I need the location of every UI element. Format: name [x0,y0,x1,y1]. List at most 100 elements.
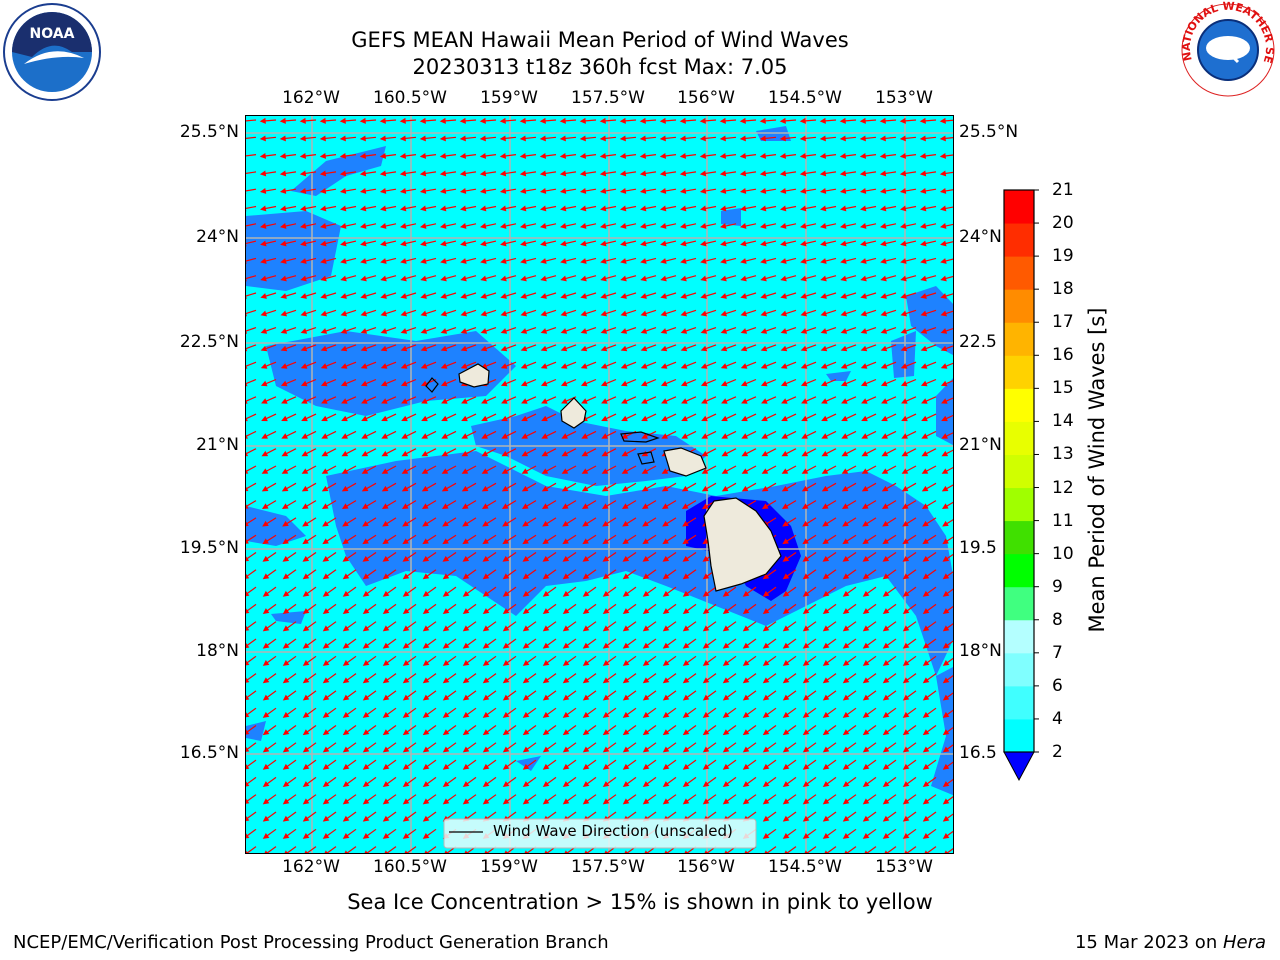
wave-direction-arrowhead [841,433,848,439]
wave-direction-arrowhead [882,798,890,805]
wave-direction-arrowhead [302,763,310,770]
wave-direction-arrowhead [860,310,868,317]
wave-direction-arrowhead [500,310,508,317]
wave-direction-arrowhead [762,729,770,736]
wave-direction-arrowhead [899,205,907,212]
wave-direction-arrowhead [542,642,550,649]
wave-direction-arrowhead [622,625,630,632]
wave-direction-arrowhead [246,451,249,457]
wave-direction-arrowhead [482,608,490,615]
wave-direction-arrowhead [260,258,267,264]
wave-direction-arrowhead [802,763,810,770]
map-panel[interactable]: Wind Wave Direction (unscaled) [245,115,954,854]
wave-direction-arrowhead [759,135,766,142]
wave-direction-arrowhead [321,415,328,422]
wave-direction-arrowhead [641,485,649,492]
wave-direction-arrowhead [262,833,270,839]
wave-direction-arrowhead [302,642,310,649]
wave-direction-arrowhead [720,293,727,299]
wave-direction-arrowhead [679,117,686,124]
wave-direction-arrowhead [501,398,508,404]
wave-direction-arrowhead [660,293,667,299]
wave-direction-arrowhead [601,485,609,492]
wave-direction-arrowhead [419,205,427,212]
wave-direction-arrowhead [459,188,467,194]
wave-direction-arrowhead [782,538,789,545]
wave-direction-arrowhead [802,555,810,562]
wave-direction-arrowhead [760,363,768,369]
wave-direction-arrowhead [722,625,730,632]
wave-direction-arrowhead [301,415,308,422]
wave-direction-arrowhead [899,170,907,177]
wave-direction-arrowhead [361,398,368,404]
wave-direction-arrowhead [520,310,528,317]
wave-direction-arrowhead [701,433,708,439]
wave-direction-arrowhead [541,450,549,457]
colorbar-segment [1004,487,1034,522]
wave-direction-arrowhead [480,345,488,352]
colorbar-tick-label: 6 [1052,675,1063,696]
wave-direction-arrowhead [282,798,290,805]
wave-direction-arrowhead [401,503,409,509]
island-niihau [425,377,439,393]
colorbar-extend-arrow [1003,751,1035,782]
wave-direction-arrowhead [262,798,270,805]
wave-direction-arrowhead [882,833,890,839]
wave-direction-arrowhead [262,660,270,666]
wave-direction-arrowhead [900,328,908,334]
wave-direction-arrowhead [246,556,250,562]
wave-direction-arrowhead [319,135,326,142]
wave-direction-arrowhead [862,555,870,562]
wave-direction-arrowhead [862,642,870,649]
wave-direction-arrowhead [600,363,608,369]
wave-direction-arrowhead [461,468,469,474]
wave-direction-arrowhead [780,345,788,352]
wave-direction-arrowhead [922,555,930,562]
wave-direction-arrowhead [582,608,590,615]
wave-direction-arrowhead [822,590,830,597]
wave-direction-arrowhead [880,275,887,282]
wave-direction-arrowhead [379,117,386,124]
wave-direction-arrowhead [882,608,890,615]
wave-direction-arrowhead [300,240,307,247]
wave-direction-arrowhead [401,450,409,457]
wave-direction-arrowhead [602,573,610,580]
wave-direction-arrowhead [442,642,450,649]
wave-direction-arrowhead [902,660,910,666]
wave-direction-arrowhead [922,520,929,527]
wave-direction-arrowhead [561,433,568,439]
wave-direction-arrowhead [801,398,808,404]
island-lanai [637,451,655,465]
wave-direction-arrowhead [622,538,629,545]
wave-direction-arrowhead [402,798,410,805]
wave-direction-arrowhead [784,850,788,853]
wave-direction-arrowhead [679,205,687,212]
wave-direction-arrowhead [262,729,270,736]
wave-direction-arrowhead [840,310,848,317]
wave-direction-arrowhead [380,310,388,317]
wave-direction-arrowhead [780,275,787,282]
wave-direction-arrowhead [522,573,530,580]
wave-direction-arrowhead [940,293,947,299]
wave-direction-arrowhead [402,711,410,718]
wave-direction-arrowhead [860,380,868,387]
wave-direction-arrowhead [881,468,889,474]
wave-direction-arrowhead [819,170,827,177]
wave-direction-arrowhead [902,642,910,649]
wave-direction-arrowhead [401,433,408,439]
wave-direction-arrowhead [539,188,547,194]
wave-direction-arrowhead [259,117,266,124]
wave-direction-arrowhead [684,850,688,853]
wave-direction-arrowhead [420,275,427,282]
wave-direction-arrowhead [599,135,606,142]
wave-direction-arrowhead [642,590,650,597]
wave-direction-arrowhead [799,188,807,194]
wave-direction-arrowhead [702,608,710,615]
wave-direction-arrowhead [360,293,367,299]
wave-direction-arrowhead [499,188,507,194]
colorbar-segment [1004,685,1034,720]
wave-direction-arrowhead [881,450,889,457]
wave-direction-arrowhead [782,677,790,684]
wave-direction-arrowhead [402,590,410,597]
wave-direction-arrowhead [321,450,329,457]
